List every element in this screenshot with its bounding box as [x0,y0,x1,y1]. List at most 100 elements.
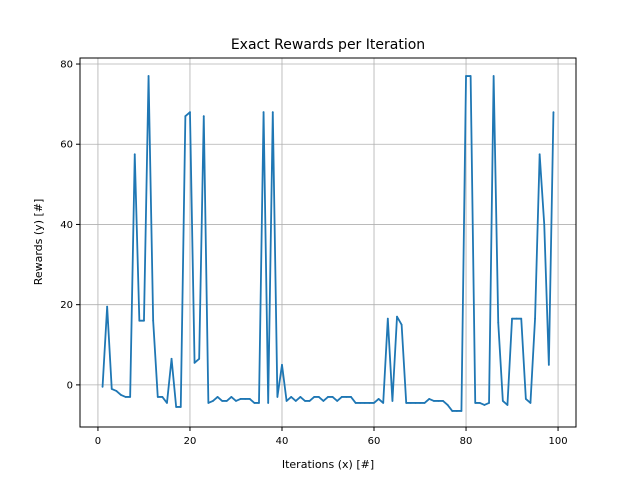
data-point [271,111,274,114]
x-tick-label: 20 [184,436,197,447]
data-point [350,396,352,398]
data-point [129,396,132,398]
data-point [124,396,127,398]
data-point [156,396,159,398]
data-point [437,400,440,402]
data-point [336,400,339,402]
data-point [179,406,182,408]
data-point [313,396,316,398]
data-point [120,394,122,396]
data-point [451,410,454,412]
data-point [248,398,251,400]
data-point [520,317,523,320]
data-point [253,402,256,404]
data-point [524,398,527,400]
data-point [446,404,449,406]
data-point [428,398,431,400]
data-point [419,402,421,404]
data-point [465,75,467,77]
data-point [216,396,219,398]
y-tick-label: 40 [60,220,73,231]
data-point [147,75,150,77]
data-point [244,398,247,400]
y-tick-label: 80 [60,60,73,71]
data-point [363,402,366,404]
data-point [534,317,536,320]
data-point [262,111,265,114]
data-point [184,115,187,118]
data-point [400,323,403,326]
data-point [455,410,458,412]
data-point [267,402,270,404]
data-point [368,402,371,404]
plot-area [101,75,555,412]
data-point [515,317,518,320]
data-point [161,396,164,398]
chart-title: Exact Rewards per Iteration [231,37,425,53]
y-axis-label: Rewards (y) [#] [32,199,45,286]
data-point [460,410,463,412]
data-point [308,400,311,402]
data-point [405,402,408,404]
data-point [478,402,481,404]
y-axis-ticks: 0 20 40 60 80 [60,60,80,391]
data-point [409,402,412,404]
data-point [432,400,435,402]
data-point [331,396,334,398]
data-point [304,400,306,402]
data-point [497,321,500,324]
data-point [239,398,242,400]
data-point [414,402,417,404]
data-point [488,402,490,404]
data-point [235,400,237,402]
series-line [101,75,555,412]
data-point [538,153,541,156]
data-point [294,400,297,402]
data-point [327,396,329,398]
x-tick-label: 80 [460,436,473,447]
data-point [373,402,375,404]
y-tick-label: 0 [67,380,73,391]
data-point [423,402,426,404]
data-point [290,396,293,398]
data-point [221,400,224,402]
y-tick-label: 60 [60,140,73,151]
data-point [506,404,509,406]
data-point [354,402,357,404]
data-point [382,402,385,404]
data-point [193,361,196,364]
data-point [212,400,214,402]
data-point [529,402,532,404]
data-point [359,402,362,404]
data-point [285,400,288,402]
data-point [110,387,113,390]
x-axis-label: Iterations (x) [#] [282,458,374,471]
data-point [101,385,104,388]
data-point [469,75,472,77]
data-point [281,363,283,366]
data-point [299,396,302,398]
data-point [501,400,504,402]
data-point [442,400,444,402]
data-point [138,319,141,322]
data-point [175,406,178,408]
data-point [317,396,320,398]
x-tick-label: 100 [549,436,568,447]
data-point [276,396,279,398]
data-point [143,319,145,322]
data-point [396,315,398,318]
data-point [152,319,155,322]
data-point [230,396,233,398]
data-point [386,317,389,320]
data-point [189,111,191,114]
data-point [552,111,555,114]
data-point [340,396,343,398]
data-point [170,357,173,360]
x-tick-label: 0 [95,436,101,447]
data-point [511,317,513,320]
data-point [492,75,495,77]
data-point [391,400,394,402]
data-point [207,402,210,404]
data-point [202,115,205,118]
